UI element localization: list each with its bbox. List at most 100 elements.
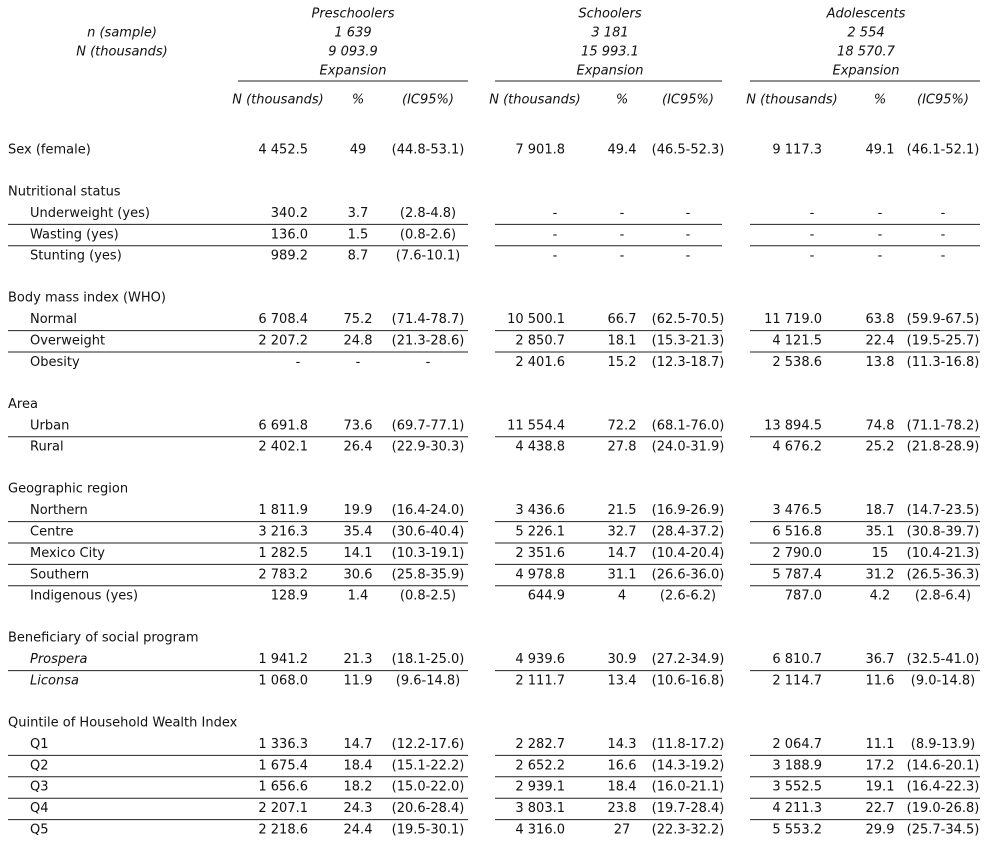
cell: 13.4 xyxy=(608,674,637,689)
cell: 18.2 xyxy=(344,780,373,795)
row-label: Stunting (yes) xyxy=(30,249,122,264)
cell: (19.7-28.4) xyxy=(652,801,725,816)
cell: (68.1-76.0) xyxy=(652,418,725,433)
row-label: Centre xyxy=(30,525,73,540)
cell: 4 438.8 xyxy=(515,440,565,455)
cell: - xyxy=(878,227,883,242)
cell: - xyxy=(553,206,558,221)
cell: 1 675.4 xyxy=(258,758,308,773)
cell: - xyxy=(878,206,883,221)
cell: 24.8 xyxy=(344,334,373,349)
cell: - xyxy=(941,227,946,242)
section-title: Area xyxy=(8,397,38,412)
group-header: 2 554 xyxy=(847,26,884,41)
group-header: Expansion xyxy=(320,64,387,79)
row-label: Underweight (yes) xyxy=(30,206,150,221)
cell: 3 216.3 xyxy=(258,525,308,540)
column-label: N (thousands) xyxy=(489,93,581,108)
cell: 2 538.6 xyxy=(772,355,822,370)
cell: 2 790.0 xyxy=(772,546,822,561)
row-label: Sex (female) xyxy=(8,143,91,158)
cell: (18.1-25.0) xyxy=(392,652,465,667)
row-label: Liconsa xyxy=(30,674,79,689)
cell: (14.6-20.1) xyxy=(907,758,980,773)
cell: - xyxy=(620,206,625,221)
cell: 1 282.5 xyxy=(258,546,308,561)
cell: 72.2 xyxy=(608,418,637,433)
column-label: (IC95%) xyxy=(917,93,969,108)
cell: - xyxy=(941,249,946,264)
cell: (30.6-40.4) xyxy=(392,525,465,540)
group-header: Preschoolers xyxy=(312,7,395,22)
row-label: Obesity xyxy=(30,355,80,370)
group-header: 1 639 xyxy=(334,26,371,41)
cell: (0.8-2.6) xyxy=(400,227,456,242)
row-label: Southern xyxy=(30,567,89,582)
cell: (32.5-41.0) xyxy=(907,652,980,667)
cell: (46.1-52.1) xyxy=(907,143,980,158)
cell: 7 901.8 xyxy=(515,143,565,158)
cell: (16.4-24.0) xyxy=(392,503,465,518)
cell: 18.4 xyxy=(344,758,373,773)
cell: 4 316.0 xyxy=(515,823,565,838)
cell: 787.0 xyxy=(785,589,822,604)
cell: 6 810.7 xyxy=(772,652,822,667)
cell: 4.2 xyxy=(870,589,891,604)
cell: 15 xyxy=(872,546,889,561)
cell: 2 652.2 xyxy=(515,758,565,773)
cell: 22.4 xyxy=(866,334,895,349)
cell: (71.1-78.2) xyxy=(907,418,980,433)
cell: (11.3-16.8) xyxy=(907,355,980,370)
cell: 1.5 xyxy=(348,227,369,242)
cell: 18.1 xyxy=(608,334,637,349)
cell: (12.2-17.6) xyxy=(392,737,465,752)
row-label: Wasting (yes) xyxy=(30,227,119,242)
cell: (10.4-20.4) xyxy=(652,546,725,561)
cell: - xyxy=(686,227,691,242)
row-label: Northern xyxy=(30,503,88,518)
cell: (12.3-18.7) xyxy=(652,355,725,370)
cell: 2 939.1 xyxy=(515,780,565,795)
cell: (14.3-19.2) xyxy=(652,758,725,773)
group-header: 3 181 xyxy=(591,26,628,41)
cell: 2 850.7 xyxy=(515,334,565,349)
cell: 73.6 xyxy=(344,418,373,433)
cell: 26.4 xyxy=(344,440,373,455)
cell: 2 207.2 xyxy=(258,334,308,349)
cell: 6 708.4 xyxy=(258,312,308,327)
cell: 11.6 xyxy=(866,674,895,689)
cell: 18.4 xyxy=(608,780,637,795)
cell: (69.7-77.1) xyxy=(392,418,465,433)
cell: (2.8-6.4) xyxy=(915,589,971,604)
cell: 14.7 xyxy=(344,737,373,752)
cell: (9.6-14.8) xyxy=(396,674,460,689)
cell: 644.9 xyxy=(528,589,565,604)
cell: (20.6-28.4) xyxy=(392,801,465,816)
section-title: Body mass index (WHO) xyxy=(8,291,166,306)
cell: 49 xyxy=(350,143,367,158)
cell: (0.8-2.5) xyxy=(400,589,456,604)
cell: (9.0-14.8) xyxy=(911,674,975,689)
cell: (27.2-34.9) xyxy=(652,652,725,667)
cell: (28.4-37.2) xyxy=(652,525,725,540)
cell: 36.7 xyxy=(866,652,895,667)
cell: 31.1 xyxy=(608,567,637,582)
cell: - xyxy=(686,249,691,264)
cell: 24.3 xyxy=(344,801,373,816)
cell: 66.7 xyxy=(608,312,637,327)
row-label: Q3 xyxy=(30,780,49,795)
cell: 11.9 xyxy=(344,674,373,689)
cell: (15.3-21.3) xyxy=(652,334,725,349)
cell: 14.1 xyxy=(344,546,373,561)
cell: (16.9-26.9) xyxy=(652,503,725,518)
row-label: Q4 xyxy=(30,801,49,816)
column-label: % xyxy=(874,93,886,108)
cell: 10 500.1 xyxy=(507,312,565,327)
cell: 4 939.6 xyxy=(515,652,565,667)
cell: (10.4-21.3) xyxy=(907,546,980,561)
cell: 2 282.7 xyxy=(515,737,565,752)
cell: (19.0-26.8) xyxy=(907,801,980,816)
cell: (30.8-39.7) xyxy=(907,525,980,540)
section-title: Quintile of Household Wealth Index xyxy=(8,716,238,731)
cell: - xyxy=(296,355,301,370)
